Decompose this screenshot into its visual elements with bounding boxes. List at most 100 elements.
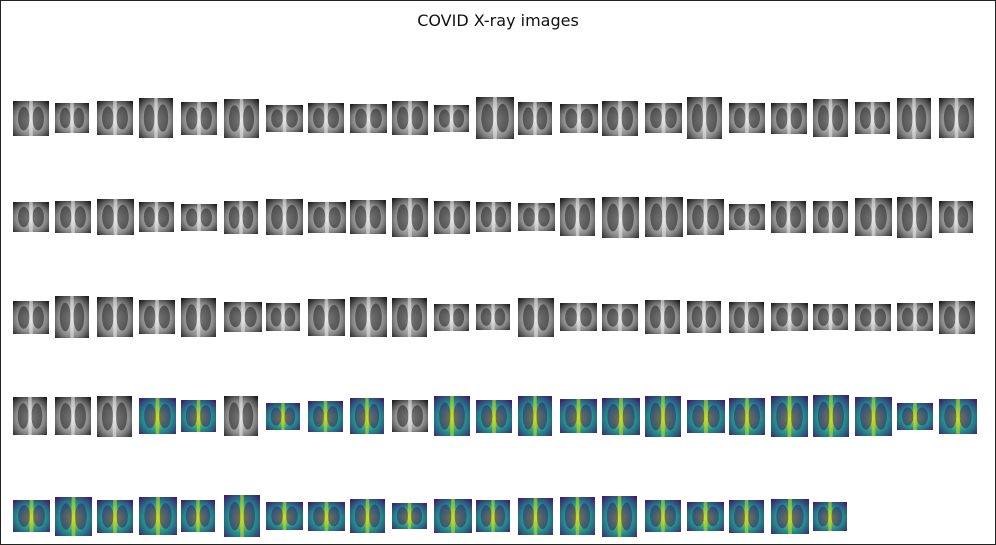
xray-image (392, 101, 428, 135)
xray-image (771, 201, 806, 233)
xray-thumbnail (476, 202, 511, 232)
xray-thumbnail (97, 297, 133, 337)
xray-image (855, 198, 892, 236)
xray-image (181, 298, 216, 337)
xray-thumbnail (350, 398, 384, 434)
xray-thumbnail (266, 199, 303, 235)
xray-image (687, 502, 724, 531)
xray-thumbnail (392, 198, 428, 237)
xray-image (181, 102, 217, 135)
xray-thumbnail (476, 97, 514, 139)
xray-thumbnail (139, 300, 175, 334)
xray-image (181, 204, 217, 231)
xray-thumbnail (602, 398, 640, 435)
xray-image (602, 496, 637, 537)
xray-image (266, 199, 303, 235)
xray-image (181, 400, 216, 432)
xray-image (434, 105, 469, 132)
xray-image (139, 497, 177, 535)
xray-thumbnail (813, 201, 848, 233)
xray-thumbnail (729, 500, 764, 533)
xray-image (518, 396, 552, 436)
xray-image (392, 503, 427, 529)
xray-thumbnail (518, 203, 555, 231)
xray-image (139, 98, 173, 138)
xray-image (560, 303, 597, 331)
xray-image (518, 203, 555, 231)
xray-image (308, 401, 343, 432)
xray-thumbnail (518, 396, 552, 436)
xray-thumbnail (645, 500, 681, 532)
xray-thumbnail (518, 498, 553, 535)
xray-thumbnail (434, 499, 472, 533)
xray-thumbnail (139, 398, 176, 434)
xray-image (645, 300, 680, 334)
xray-thumbnail (266, 303, 300, 331)
xray-thumbnail (308, 103, 344, 133)
xray-image (939, 399, 977, 434)
xray-image (813, 502, 847, 531)
xray-thumbnail (308, 502, 345, 531)
xray-thumbnail (813, 99, 848, 137)
xray-thumbnail (97, 199, 134, 235)
xray-image (97, 500, 133, 533)
xray-thumbnail (813, 502, 847, 531)
xray-image (434, 396, 470, 436)
xray-thumbnail (939, 301, 975, 334)
xray-thumbnail (55, 201, 91, 233)
xray-thumbnail (602, 304, 638, 331)
xray-image (476, 500, 510, 532)
xray-image (392, 198, 428, 237)
xray-image (97, 199, 134, 235)
xray-image (434, 201, 470, 234)
xray-image (560, 198, 595, 236)
xray-image (813, 201, 848, 233)
xray-image (729, 204, 765, 230)
xray-image (224, 396, 258, 436)
xray-image (729, 398, 765, 435)
xray-thumbnail (308, 401, 343, 432)
xray-thumbnail (224, 201, 258, 234)
xray-thumbnail (602, 101, 638, 136)
xray-thumbnail (645, 103, 682, 133)
xray-thumbnail (97, 500, 133, 533)
xray-thumbnail (224, 99, 259, 138)
xray-image (476, 97, 514, 139)
xray-thumbnail (13, 397, 47, 435)
xray-thumbnail (855, 102, 890, 134)
xray-image (645, 396, 681, 437)
xray-image (350, 297, 387, 337)
xray-image (181, 500, 215, 532)
xray-image (560, 497, 595, 535)
xray-image (13, 202, 49, 232)
xray-image (645, 500, 681, 532)
xray-image (687, 301, 721, 333)
xray-image (476, 400, 512, 433)
xray-image (518, 498, 553, 535)
figure-title: COVID X-ray images (417, 11, 579, 30)
xray-image (308, 502, 345, 531)
xray-thumbnail (897, 303, 933, 331)
xray-image (645, 197, 683, 237)
xray-thumbnail (139, 202, 174, 232)
xray-thumbnail (350, 297, 387, 337)
xray-thumbnail (518, 102, 552, 135)
xray-image (813, 395, 849, 437)
xray-image (855, 397, 892, 436)
xray-thumbnail (266, 403, 300, 430)
xray-thumbnail (224, 495, 260, 537)
xray-image (224, 302, 262, 332)
xray-image (434, 304, 469, 331)
xray-thumbnail (476, 500, 510, 532)
xray-image (139, 300, 175, 334)
xray-image (602, 101, 638, 136)
xray-thumbnail (560, 198, 595, 236)
xray-thumbnail (350, 104, 387, 133)
xray-thumbnail (602, 496, 637, 537)
xray-thumbnail (729, 398, 765, 435)
xray-thumbnail (434, 201, 470, 234)
xray-thumbnail (350, 499, 385, 533)
xray-thumbnail (729, 204, 765, 230)
